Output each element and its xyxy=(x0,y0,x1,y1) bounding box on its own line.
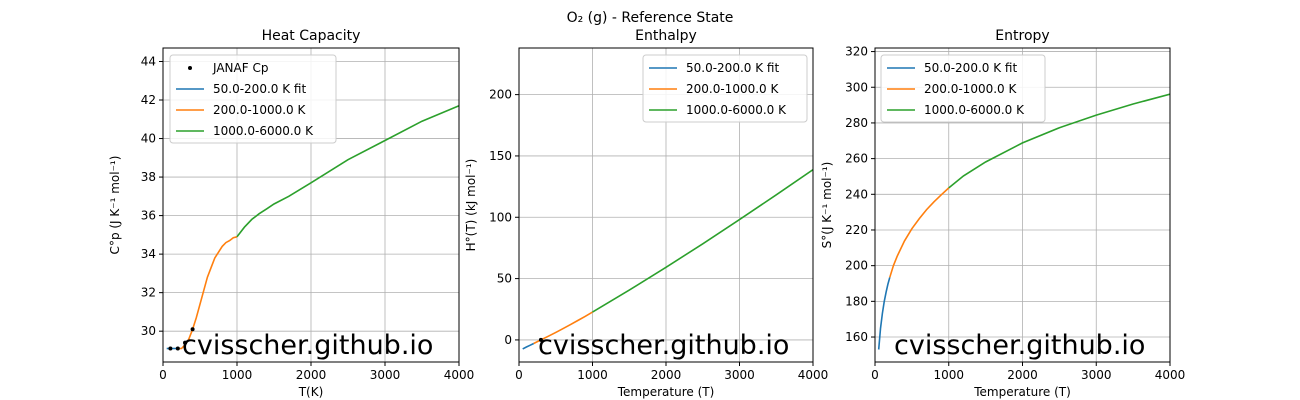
y-tick-label: 34 xyxy=(141,247,156,261)
legend-box xyxy=(169,54,337,144)
series-line xyxy=(877,277,891,350)
y-tick-label: 240 xyxy=(845,187,868,201)
subplot-title: Heat Capacity xyxy=(262,28,361,44)
series-line xyxy=(948,93,1170,189)
heat-capacity-panel: 0 1000 2000 3000 4000 30 32 34 36 38 40 42 44 Heat Ca… xyxy=(108,28,474,399)
y-tick-label: 40 xyxy=(141,132,156,146)
legend-label: 200.0-1000.0 K xyxy=(924,82,1017,96)
data-point xyxy=(175,346,180,351)
y-tick-label: 200 xyxy=(845,259,868,273)
y-tick-label: 320 xyxy=(845,45,868,59)
x-axis-label: Temperature (T) xyxy=(973,385,1071,399)
x-tick-label: 4000 xyxy=(798,368,829,382)
x-tick-label: 3000 xyxy=(370,368,401,382)
subplot-title: Entropy xyxy=(995,28,1049,44)
x-tick-label: 1000 xyxy=(933,368,964,382)
y-tick-label: 150 xyxy=(489,149,512,163)
y-tick-label: 30 xyxy=(141,324,156,338)
series-line xyxy=(177,236,238,350)
y-tick-label: 160 xyxy=(845,330,868,344)
x-tick-label: 1000 xyxy=(222,368,253,382)
legend-box xyxy=(642,54,808,123)
y-tick-label: 220 xyxy=(845,223,868,237)
legend-label: 1000.0-6000.0 K xyxy=(686,103,787,117)
y-tick-label: 280 xyxy=(845,116,868,130)
watermark-text: cvisscher.github.io xyxy=(538,330,789,361)
y-tick-label: 32 xyxy=(141,286,156,300)
y-axis-label: S°(J K⁻¹ mol⁻¹) xyxy=(820,162,834,249)
x-tick-label: 3000 xyxy=(1081,368,1112,382)
legend: 50.0-200.0 K fit 200.0-1000.0 K 1000.0-600… xyxy=(642,54,808,123)
x-tick-label: 3000 xyxy=(724,368,755,382)
series-line xyxy=(522,342,535,350)
y-tick-label: 38 xyxy=(141,170,156,184)
figure-suptitle: O₂ (g) - Reference State xyxy=(567,10,734,26)
enthalpy-panel: 0 1000 2000 3000 4000 0 50 100 150 200 Enthalpy Tem… xyxy=(464,28,828,399)
x-axis-label: T(K) xyxy=(298,385,324,399)
entropy-panel: 0 1000 2000 3000 4000 160 180 200 220 240 260 280 30… xyxy=(820,28,1185,399)
x-tick-label: 2000 xyxy=(651,368,682,382)
legend-marker xyxy=(188,66,192,70)
y-tick-label: 42 xyxy=(141,93,156,107)
watermark-text: cvisscher.github.io xyxy=(894,330,1145,361)
y-tick-label: 50 xyxy=(497,272,512,286)
legend-label: 50.0-200.0 K fit xyxy=(686,61,779,75)
y-axis-label: H°(T) (kJ mol⁻¹) xyxy=(464,159,478,252)
series-line xyxy=(236,105,459,238)
legend-label: 1000.0-6000.0 K xyxy=(924,103,1025,117)
y-tick-label: 200 xyxy=(489,88,512,102)
x-tick-label: 4000 xyxy=(444,368,475,382)
x-tick-label: 0 xyxy=(159,368,167,382)
legend: 50.0-200.0 K fit 200.0-1000.0 K 1000.0-600… xyxy=(880,54,1046,123)
legend-label: 50.0-200.0 K fit xyxy=(924,61,1017,75)
legend-label: JANAF Cp xyxy=(212,61,268,75)
x-tick-label: 4000 xyxy=(1155,368,1186,382)
x-tick-label: 0 xyxy=(515,368,523,382)
x-axis-label: Temperature (T) xyxy=(617,385,715,399)
data-point xyxy=(168,346,173,351)
series-line xyxy=(889,187,950,278)
legend-label: 1000.0-6000.0 K xyxy=(213,124,314,138)
x-tick-label: 2000 xyxy=(1007,368,1038,382)
watermark-text: cvisscher.github.io xyxy=(182,330,433,361)
data-point xyxy=(538,337,543,342)
y-tick-label: 100 xyxy=(489,210,512,224)
series-line xyxy=(533,311,593,345)
x-tick-label: 0 xyxy=(871,368,879,382)
legend-label: 200.0-1000.0 K xyxy=(213,103,306,117)
data-point xyxy=(183,340,188,345)
legend-label: 50.0-200.0 K fit xyxy=(213,82,306,96)
x-tick-label: 2000 xyxy=(296,368,327,382)
legend: JANAF Cp 50.0-200.0 K fit 200.0-1000.0 K 10… xyxy=(169,54,337,144)
legend-label: 200.0-1000.0 K xyxy=(686,82,779,96)
y-tick-label: 36 xyxy=(141,209,156,223)
y-tick-label: 260 xyxy=(845,152,868,166)
y-tick-label: 44 xyxy=(141,54,156,68)
y-axis-label: C°p (J K⁻¹ mol⁻¹) xyxy=(108,156,122,255)
y-tick-label: 300 xyxy=(845,80,868,94)
subplot-title: Enthalpy xyxy=(635,28,697,44)
y-tick-label: 0 xyxy=(504,333,512,347)
x-tick-label: 1000 xyxy=(577,368,608,382)
series-line xyxy=(592,168,813,313)
legend-box xyxy=(880,54,1046,123)
data-point xyxy=(190,327,195,332)
y-tick-label: 180 xyxy=(845,294,868,308)
